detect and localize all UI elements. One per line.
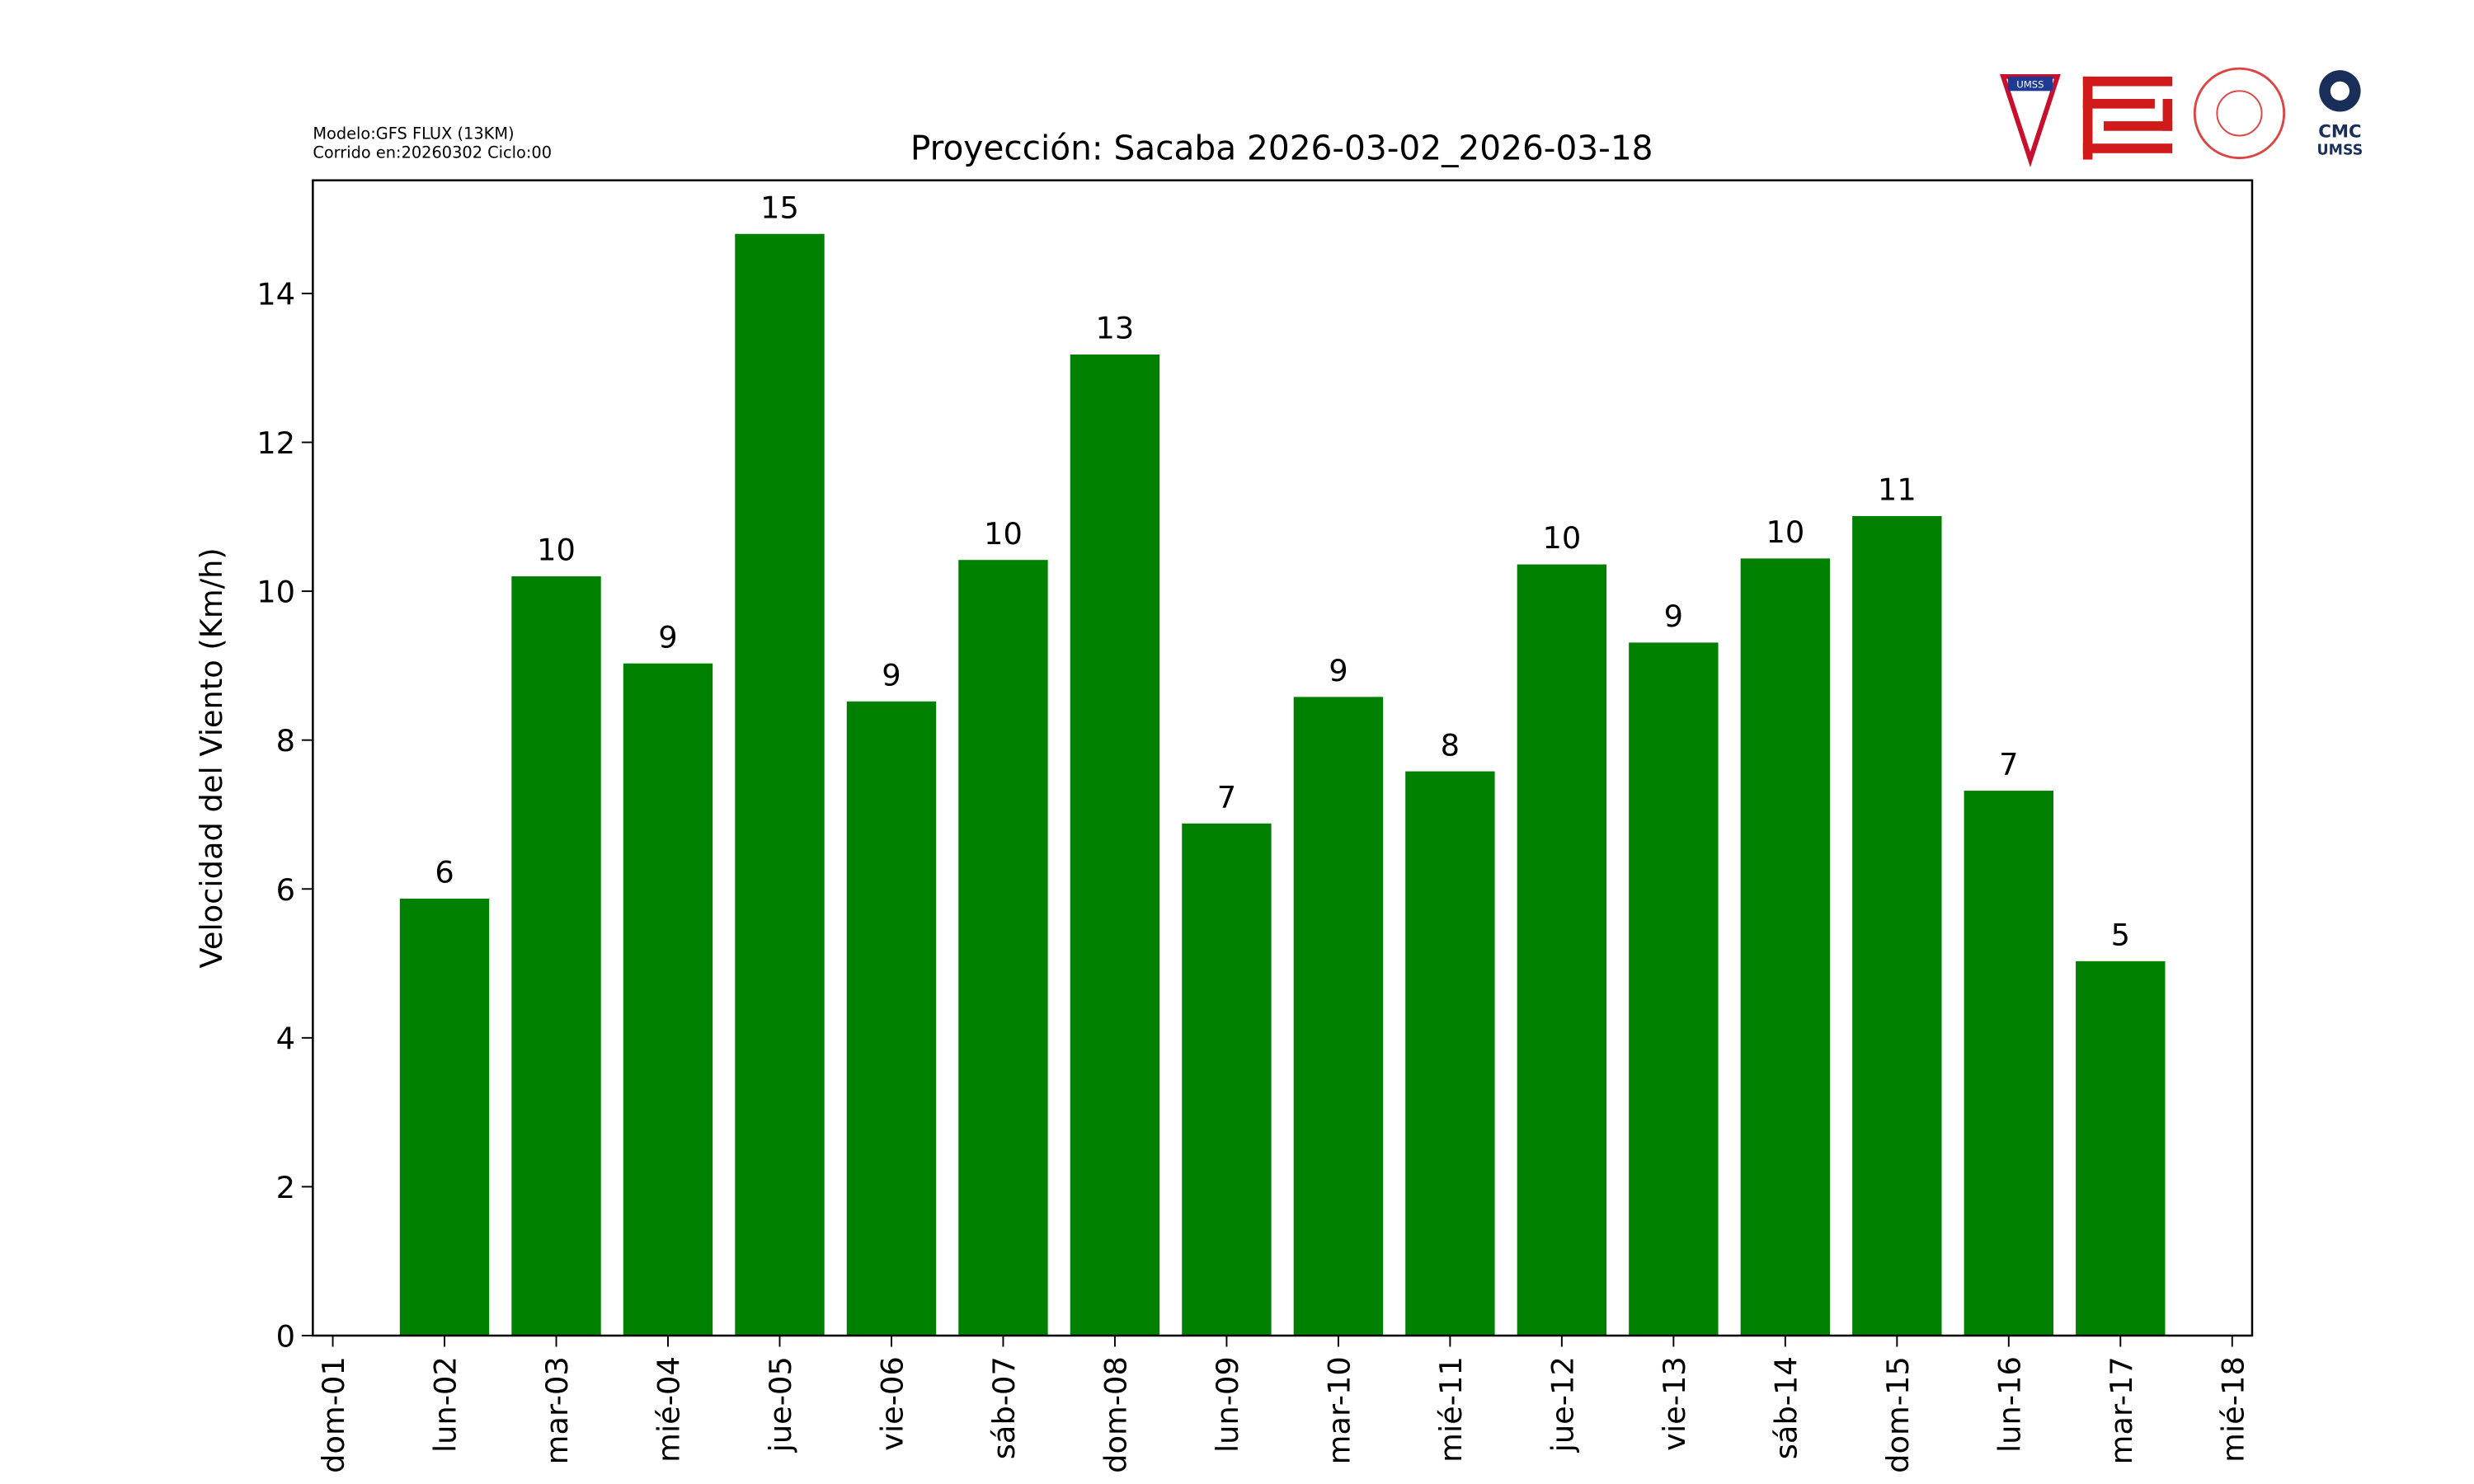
chart-title: Proyección: Sacaba 2026-03-02_2026-03-18 [910,129,1653,168]
x-tick-label: dom-01 [316,1356,351,1473]
x-tick-label: vie-13 [1657,1356,1692,1451]
value-label: 6 [435,855,454,890]
y-tick-label: 2 [276,1170,295,1205]
y-tick-label: 12 [256,425,295,461]
cmc-logo-inner [2330,81,2350,101]
bar [1852,515,1942,1336]
bar [1293,697,1384,1336]
bar [1964,791,2053,1336]
x-tick-label: sáb-07 [986,1356,1022,1459]
shield-text: UMSS [2016,78,2044,90]
bar [1070,354,1160,1336]
bar [623,663,713,1336]
value-label: 10 [984,516,1023,552]
value-label: 11 [1878,472,1917,508]
y-tick-label: 0 [276,1319,295,1355]
bar [846,701,937,1336]
x-tick-label: jue-12 [1545,1356,1580,1453]
x-tick-label: mié-04 [651,1356,687,1463]
value-label: 5 [2111,917,2130,952]
plot-frame [312,179,2254,1337]
bar [1405,771,1495,1336]
x-tick-label: lun-09 [1210,1356,1245,1453]
y-tick-label: 6 [276,872,295,908]
x-tick-label: lun-16 [1992,1356,2027,1453]
fcyt-logo [2082,76,2173,160]
y-tick-label: 14 [256,276,295,312]
shield-band [2007,76,2053,92]
bar [735,233,825,1336]
y-tick-label: 8 [276,723,295,758]
x-tick-label: vie-06 [875,1356,910,1451]
value-label: 10 [1542,520,1581,556]
x-tick-label: dom-15 [1880,1356,1916,1473]
cmc-text: CMC [2318,121,2361,142]
bar [2076,960,2166,1336]
x-tick-label: mié-11 [1433,1356,1469,1463]
x-tick-label: lun-02 [428,1356,463,1453]
x-tick-label: sáb-14 [1768,1356,1804,1459]
value-label: 8 [1441,727,1460,763]
bar [399,899,490,1336]
y-tick-label: 4 [276,1021,295,1056]
value-label: 7 [1217,779,1236,815]
value-label: 10 [537,533,576,568]
bar [1517,564,1607,1336]
run-info: Corrido en:20260302 Ciclo:00 [313,143,552,162]
value-label: 9 [658,619,677,655]
value-label: 9 [1664,599,1683,634]
x-tick-label: mar-03 [539,1356,575,1464]
x-tick-label: jue-05 [763,1356,798,1453]
y-axis-label: Velocidad del Viento (Km/h) [194,547,229,968]
x-tick-label: mar-17 [2104,1356,2139,1464]
model-info: Modelo:GFS FLUX (13KM) [313,124,514,143]
logos: UMSS CMC UMSS [2000,67,2363,167]
x-tick-label: mar-10 [1321,1356,1357,1464]
value-label: 15 [760,190,799,225]
dept-logo [2193,67,2286,160]
bar [958,560,1048,1336]
value-label: 9 [882,657,901,693]
value-label: 13 [1096,311,1135,346]
value-label: 10 [1766,514,1804,550]
bar [1740,558,1831,1336]
dept-logo-inner [2216,90,2263,137]
x-tick-label: mié-18 [2215,1356,2251,1463]
y-tick-label: 10 [256,575,295,610]
value-label: 9 [1329,653,1348,688]
bar [1629,642,1719,1336]
cmc-sub: UMSS [2317,143,2363,159]
x-tick-label: dom-08 [1098,1356,1133,1473]
bar [511,576,601,1336]
bar [1182,823,1272,1336]
value-label: 7 [1999,747,2018,782]
